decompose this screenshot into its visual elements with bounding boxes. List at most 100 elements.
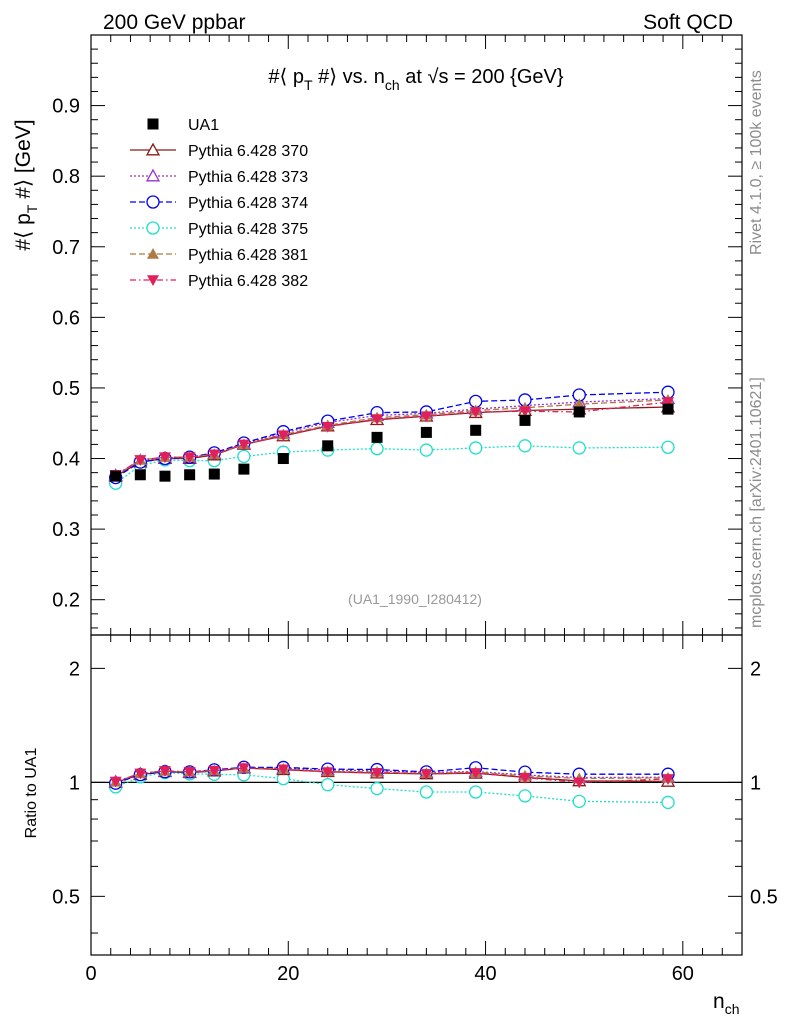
main-series-layer bbox=[108, 385, 676, 490]
ratio-line-382 bbox=[115, 767, 669, 784]
x-tick-labels: 0 20 40 60 bbox=[85, 963, 694, 985]
point-UA1 bbox=[159, 470, 171, 482]
legend: UA1 Pythia 6.428 370 Pythia 6.428 373 Pythi… bbox=[130, 117, 308, 290]
ratio-point-375 bbox=[469, 785, 483, 799]
ratio-point-382 bbox=[183, 767, 196, 778]
ratio-series-381 bbox=[109, 762, 675, 787]
ratio-point-382 bbox=[109, 776, 122, 788]
point-375 bbox=[469, 441, 483, 455]
legend-label-373: Pythia 6.428 373 bbox=[188, 169, 308, 186]
ratio-y-tick-label-left: 1 bbox=[69, 772, 80, 794]
ratio-y-tick-label-right: 1 bbox=[750, 772, 761, 794]
point-UA1 bbox=[371, 431, 383, 443]
point-382 bbox=[208, 449, 221, 461]
point-UA1 bbox=[573, 406, 585, 418]
x-tick-label: 0 bbox=[85, 963, 96, 985]
legend-label-UA1: UA1 bbox=[188, 117, 219, 134]
series-382 bbox=[109, 397, 675, 481]
ratio-point-375 bbox=[661, 795, 675, 810]
ratio-point-382 bbox=[662, 774, 675, 785]
point-UA1 bbox=[470, 424, 482, 436]
x-tick-label: 20 bbox=[277, 963, 299, 985]
legend-label-381: Pythia 6.428 381 bbox=[188, 247, 308, 264]
legend-marker-382 bbox=[147, 275, 159, 286]
legend-entry-374: Pythia 6.428 374 bbox=[130, 195, 308, 212]
ratio-point-382 bbox=[237, 763, 250, 775]
legend-marker-370 bbox=[145, 142, 161, 156]
legend-entry-381: Pythia 6.428 381 bbox=[130, 247, 308, 264]
ratio-point-382 bbox=[469, 768, 482, 779]
ratio-line-375 bbox=[115, 771, 669, 804]
legend-marker-375 bbox=[146, 221, 160, 235]
main-y-label: #⟨ pT #⟩ [GeV] bbox=[12, 119, 40, 250]
point-UA1 bbox=[208, 468, 220, 480]
legend-marker-381 bbox=[147, 248, 159, 259]
point-375 bbox=[237, 449, 251, 464]
ratio-y-tick-label-right: 2 bbox=[750, 658, 761, 680]
main-y-tick-label: 0.6 bbox=[52, 307, 80, 329]
ratio-y-label: Ratio to UA1 bbox=[23, 748, 40, 839]
point-375 bbox=[572, 441, 586, 455]
ratio-series-layer bbox=[108, 760, 676, 810]
series-line-375 bbox=[115, 445, 669, 484]
analysis-tag: (UA1_1990_I280412) bbox=[348, 591, 482, 607]
series-373 bbox=[108, 391, 676, 481]
point-UA1 bbox=[420, 426, 432, 438]
series-line-374 bbox=[115, 391, 669, 479]
series-370 bbox=[108, 399, 676, 482]
series-381 bbox=[109, 393, 675, 481]
legend-marker-UA1 bbox=[147, 118, 159, 130]
point-382 bbox=[237, 439, 250, 451]
legend-entry-382: Pythia 6.428 382 bbox=[130, 273, 308, 290]
series-line-373 bbox=[115, 397, 669, 477]
point-382 bbox=[469, 407, 482, 418]
ratio-point-382 bbox=[573, 777, 586, 789]
point-382 bbox=[321, 421, 334, 433]
legend-entry-375: Pythia 6.428 375 bbox=[130, 221, 308, 238]
legend-label-370: Pythia 6.428 370 bbox=[188, 143, 308, 160]
header-left: 200 GeV ppbar bbox=[103, 11, 245, 34]
ratio-axis-ticks bbox=[90, 635, 743, 955]
point-375 bbox=[518, 439, 532, 453]
ratio-point-382 bbox=[277, 764, 290, 776]
main-y-tick-label: 0.5 bbox=[52, 378, 80, 400]
main-y-tick-label: 0.2 bbox=[52, 590, 80, 612]
main-y-tick-label: 0.3 bbox=[52, 519, 80, 541]
ratio-series-382 bbox=[109, 763, 675, 789]
ratio-y-tick-label-left: 2 bbox=[69, 658, 80, 680]
point-382 bbox=[183, 452, 196, 464]
ratio-y-tick-label-left: 0.5 bbox=[52, 886, 80, 908]
legend-entry-370: Pythia 6.428 370 bbox=[130, 142, 308, 160]
point-UA1 bbox=[277, 453, 289, 465]
rivet-label: Rivet 4.1.0, ≥ 100k events bbox=[748, 70, 765, 255]
ratio-point-382 bbox=[208, 765, 221, 777]
point-UA1 bbox=[184, 469, 196, 481]
ratio-point-375 bbox=[572, 794, 586, 808]
ratio-point-375 bbox=[419, 785, 434, 799]
header-right: Soft QCD bbox=[643, 11, 733, 34]
main-y-tick-label: 0.9 bbox=[52, 96, 80, 118]
main-y-tick-label: 0.7 bbox=[52, 237, 80, 259]
ratio-panel-frame bbox=[90, 634, 743, 956]
point-UA1 bbox=[110, 470, 122, 482]
main-y-tick-label: 0.8 bbox=[52, 166, 80, 188]
series-line-382 bbox=[115, 401, 669, 476]
point-375 bbox=[419, 443, 434, 457]
point-382 bbox=[662, 397, 675, 409]
series-UA1 bbox=[110, 403, 674, 482]
point-UA1 bbox=[519, 414, 531, 426]
ratio-y-tick-label-right: 0.5 bbox=[750, 886, 778, 908]
point-381 bbox=[573, 398, 586, 409]
main-y-tick-label: 0.4 bbox=[52, 449, 80, 471]
x-tick-label: 60 bbox=[672, 963, 694, 985]
series-375 bbox=[109, 439, 675, 490]
point-375 bbox=[370, 441, 384, 456]
ratio-point-382 bbox=[158, 766, 171, 777]
ratio-point-382 bbox=[321, 767, 334, 779]
point-UA1 bbox=[322, 440, 334, 452]
series-line-370 bbox=[115, 406, 669, 477]
point-382 bbox=[420, 411, 433, 423]
ratio-point-375 bbox=[518, 789, 532, 803]
ratio-point-382 bbox=[519, 772, 531, 784]
